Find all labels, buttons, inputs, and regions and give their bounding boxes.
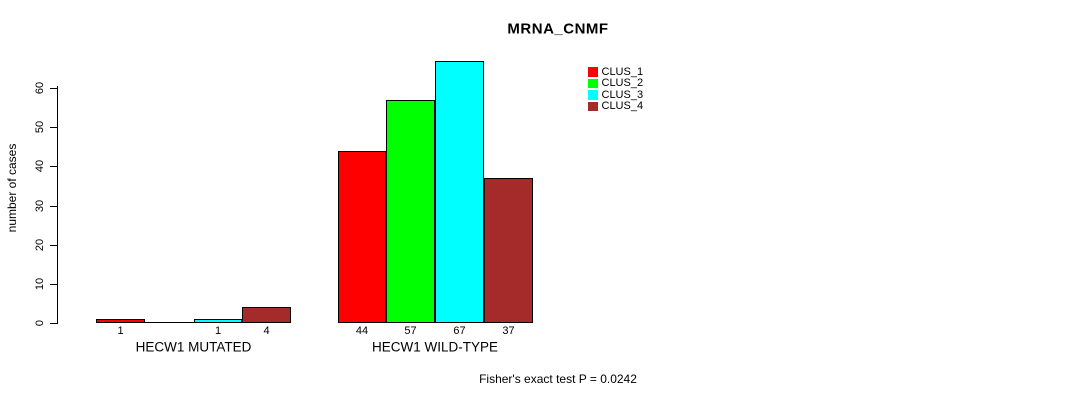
bar-zero-clus-2-hecw1-mutated [145,322,194,323]
bar-clus-3-hecw1-wild-type [435,61,484,323]
bar-clus-2-hecw1-wild-type [386,100,435,323]
y-axis-tick [50,284,57,285]
bar-clus-4-hecw1-wild-type [484,178,533,323]
bar-value-label: 67 [453,324,466,337]
y-axis-tick [50,88,57,89]
y-axis-tick-label: 0 [34,319,46,327]
legend-swatch-icon [588,90,598,100]
bar-value-label: 1 [214,324,222,337]
legend-item-clus-4: CLUS_4 [588,100,644,113]
bar-value-label: 1 [117,324,124,337]
bar-clus-4-hecw1-mutated [242,307,291,323]
legend-label: CLUS_2 [601,77,644,90]
legend: CLUS_1 CLUS_2 CLUS_3 CLUS_4 [588,66,643,112]
bar-clus-1-hecw1-wild-type [338,151,386,323]
bar-value-label: 4 [263,324,270,337]
y-axis-label: number of cases [5,143,19,233]
chart-title: MRNA_CNMF [507,20,609,38]
y-axis-line [57,86,58,324]
category-label: HECW1 WILD-TYPE [371,339,499,355]
y-axis-tick [50,245,57,246]
legend-swatch-icon [588,67,598,77]
y-axis-tick-label: 30 [34,199,46,213]
bar-value-label: 37 [502,324,515,337]
legend-item-clus-3: CLUS_3 [588,89,643,101]
bar-clus-3-hecw1-mutated [194,319,242,323]
bar-value-label: 57 [404,324,417,337]
legend-label: CLUS_3 [601,88,644,101]
y-axis-tick [50,127,57,128]
y-axis-tick [50,323,57,324]
category-label: HECW1 MUTATED [135,339,252,355]
legend-swatch-icon [588,78,598,88]
y-axis-tick-label: 40 [34,159,46,173]
legend-label: CLUS_4 [601,100,644,113]
y-axis-tick [50,166,57,167]
y-axis-tick-label: 20 [34,238,46,252]
y-axis-tick-label: 50 [34,120,46,134]
legend-swatch-icon [588,101,598,111]
y-axis-tick-label: 60 [34,81,46,95]
legend-item-clus-1: CLUS_1 [588,66,643,78]
annotation-text: Fisher's exact test P = 0.0242 [479,372,637,386]
legend-item-clus-2: CLUS_2 [588,77,644,90]
y-axis-tick [50,206,57,207]
y-axis-tick-label: 10 [34,277,46,291]
bar-value-label: 44 [355,324,369,337]
legend-label: CLUS_1 [601,65,644,78]
bar-clus-1-hecw1-mutated [96,319,145,323]
